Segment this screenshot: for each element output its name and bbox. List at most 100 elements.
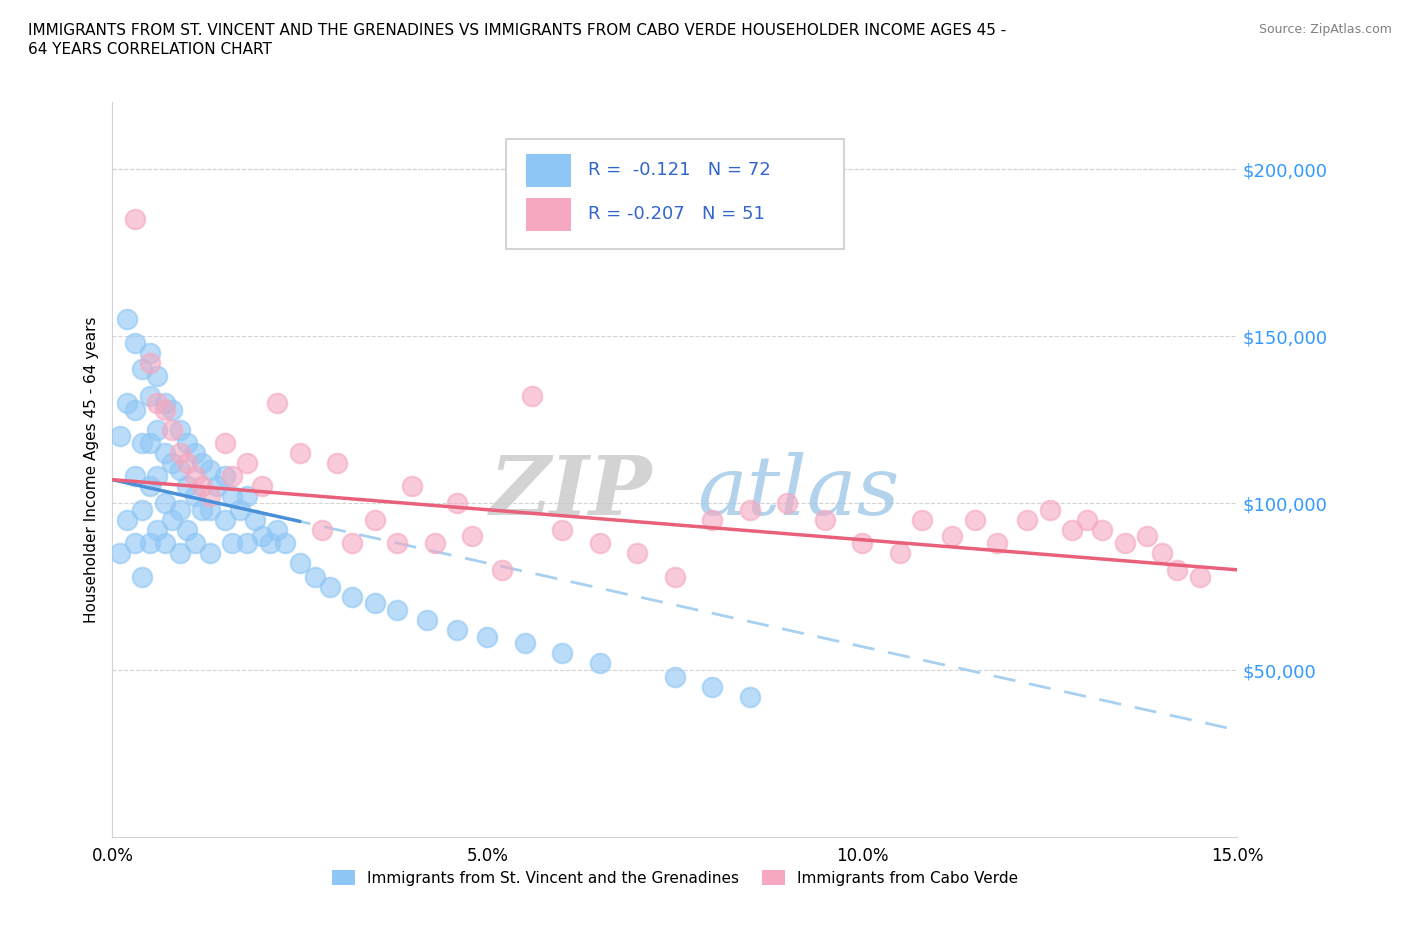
Point: [176, 479, 198, 494]
Point: [169, 422, 191, 437]
Point: [738, 502, 761, 517]
Point: [117, 512, 139, 527]
Point: [401, 479, 423, 494]
Point: [184, 469, 207, 484]
Point: [274, 536, 297, 551]
Text: R =  -0.121   N = 72: R = -0.121 N = 72: [588, 161, 770, 179]
Point: [191, 456, 214, 471]
Point: [288, 556, 311, 571]
Point: [1188, 569, 1211, 584]
Point: [1017, 512, 1039, 527]
Point: [162, 512, 184, 527]
Point: [124, 336, 146, 351]
Point: [146, 395, 169, 410]
Point: [162, 422, 184, 437]
Point: [169, 546, 191, 561]
Point: [139, 389, 162, 404]
Point: [364, 596, 387, 611]
Point: [252, 529, 274, 544]
Point: [941, 529, 963, 544]
Point: [461, 529, 484, 544]
Point: [229, 502, 252, 517]
Point: [191, 479, 214, 494]
Point: [911, 512, 934, 527]
Point: [236, 456, 259, 471]
Point: [139, 435, 162, 450]
Point: [131, 435, 153, 450]
Point: [207, 479, 229, 494]
Point: [198, 546, 221, 561]
Point: [176, 456, 198, 471]
Point: [131, 362, 153, 377]
Point: [162, 402, 184, 417]
Point: [221, 489, 243, 504]
Text: atlas: atlas: [697, 452, 900, 532]
Point: [1091, 523, 1114, 538]
Point: [702, 512, 724, 527]
Point: [1076, 512, 1098, 527]
Point: [387, 603, 409, 618]
Point: [146, 368, 169, 383]
Y-axis label: Householder Income Ages 45 - 64 years: Householder Income Ages 45 - 64 years: [83, 316, 98, 623]
Point: [491, 563, 513, 578]
Point: [176, 523, 198, 538]
Point: [221, 469, 243, 484]
Text: R = -0.207   N = 51: R = -0.207 N = 51: [588, 206, 765, 223]
Point: [139, 345, 162, 360]
Point: [664, 569, 686, 584]
Point: [446, 496, 468, 511]
Point: [364, 512, 387, 527]
Text: Source: ZipAtlas.com: Source: ZipAtlas.com: [1258, 23, 1392, 36]
Point: [311, 523, 333, 538]
Point: [446, 622, 468, 637]
Point: [139, 355, 162, 370]
Point: [184, 445, 207, 460]
Point: [176, 435, 198, 450]
Point: [416, 613, 439, 628]
Point: [1114, 536, 1136, 551]
Point: [153, 496, 176, 511]
Point: [139, 536, 162, 551]
Point: [513, 636, 536, 651]
Legend: Immigrants from St. Vincent and the Grenadines, Immigrants from Cabo Verde: Immigrants from St. Vincent and the Gren…: [326, 864, 1024, 892]
Point: [589, 656, 612, 671]
Text: IMMIGRANTS FROM ST. VINCENT AND THE GRENADINES VS IMMIGRANTS FROM CABO VERDE HOU: IMMIGRANTS FROM ST. VINCENT AND THE GREN…: [28, 23, 1007, 38]
Point: [184, 489, 207, 504]
Point: [288, 445, 311, 460]
Point: [146, 422, 169, 437]
Point: [423, 536, 446, 551]
Point: [221, 536, 243, 551]
Point: [162, 456, 184, 471]
FancyBboxPatch shape: [526, 198, 571, 231]
Point: [326, 456, 349, 471]
Point: [214, 435, 236, 450]
FancyBboxPatch shape: [506, 139, 844, 249]
Point: [169, 502, 191, 517]
Point: [851, 536, 873, 551]
Point: [259, 536, 281, 551]
Point: [124, 469, 146, 484]
Point: [153, 445, 176, 460]
Point: [139, 479, 162, 494]
Point: [198, 489, 221, 504]
Point: [664, 670, 686, 684]
Point: [184, 536, 207, 551]
Point: [551, 523, 574, 538]
Point: [214, 512, 236, 527]
Point: [214, 469, 236, 484]
Point: [304, 569, 326, 584]
Point: [236, 536, 259, 551]
Point: [551, 646, 574, 661]
Point: [626, 546, 648, 561]
Point: [117, 312, 139, 326]
Point: [124, 536, 146, 551]
Point: [319, 579, 342, 594]
Point: [738, 689, 761, 704]
Point: [124, 402, 146, 417]
Point: [243, 512, 266, 527]
Point: [522, 389, 544, 404]
Point: [814, 512, 837, 527]
Point: [986, 536, 1008, 551]
Point: [153, 536, 176, 551]
FancyBboxPatch shape: [526, 153, 571, 187]
